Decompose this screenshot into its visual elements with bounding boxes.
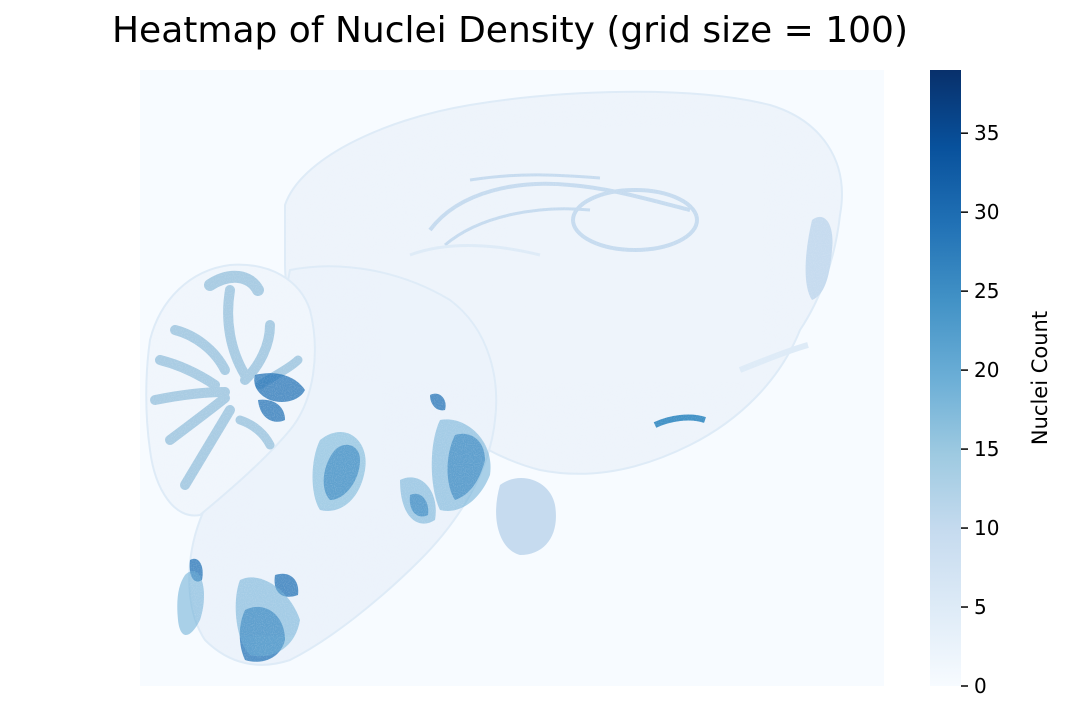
colorbar-tick-label: 10 [974, 516, 999, 540]
colorbar-tick-label: 30 [974, 200, 999, 224]
region-pituitary [496, 477, 556, 555]
colorbar-tick-label: 20 [974, 358, 999, 382]
colorbar-tick-label: 15 [974, 437, 999, 461]
colorbar-tick-label: 0 [974, 674, 987, 698]
colorbar-tick-label: 35 [974, 121, 999, 145]
colorbar-tick-label: 5 [974, 595, 987, 619]
colorbar-tick-label: 25 [974, 279, 999, 303]
colorbar-gradient [930, 70, 961, 686]
colorbar-ticks: 0 5 10 15 20 25 30 35 [961, 121, 999, 698]
colorbar-label: Nuclei Count [1028, 310, 1052, 446]
colorbar: 0 5 10 15 20 25 30 35 [930, 70, 999, 698]
chart-title: Heatmap of Nuclei Density (grid size = 1… [111, 10, 908, 51]
